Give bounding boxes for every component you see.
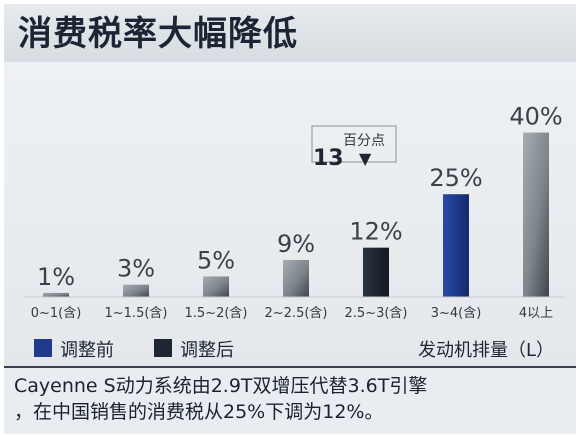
- x-axis-title: 发动机排量（L）: [418, 340, 554, 361]
- bar-6: [523, 132, 549, 297]
- bar-1: [123, 284, 149, 297]
- annotation-arrow-icon: ▼: [359, 149, 372, 168]
- annotation-unit: 百分点: [343, 133, 385, 149]
- legend-swatch-before: [34, 339, 52, 357]
- annotation-box: [311, 125, 397, 163]
- chart-title: 消费税率大幅降低: [18, 14, 298, 54]
- value-label-5: 25%: [429, 164, 482, 192]
- caption-line-2: ，在中国销售的消费税从25%下调为12%。: [14, 401, 384, 423]
- x-tick-label-3: 2~2.5(含): [265, 305, 328, 321]
- title-bar: 消费税率大幅降低: [4, 4, 576, 64]
- caption-line-1: Cayenne S动力系统由2.9T双增压代替3.6T引擎: [14, 375, 428, 397]
- x-tick-label-4: 2.5~3(含): [345, 305, 408, 321]
- legend: 调整前 调整后: [34, 339, 234, 361]
- x-tick-label-0: 0~1(含): [31, 305, 82, 321]
- x-tick-label-2: 1.5~2(含): [185, 305, 248, 321]
- legend-swatch-after: [154, 339, 172, 357]
- value-label-1: 3%: [117, 255, 155, 283]
- bar-chart: 0~1(含) 1~1.5(含) 1.5~2(含) 2~2.5(含) 2.5~3(含) 3~…: [24, 103, 564, 361]
- bar-3: [283, 260, 309, 297]
- bar-4: [363, 247, 389, 297]
- chart-area: 0~1(含) 1~1.5(含) 1.5~2(含) 2~2.5(含) 2.5~3(含) 3~…: [4, 62, 576, 366]
- caption-box: Cayenne S动力系统由2.9T双增压代替3.6T引擎 ，在中国销售的消费税…: [4, 366, 576, 434]
- bar-5: [443, 194, 469, 297]
- bar-2: [203, 276, 229, 297]
- legend-label-after: 调整后: [180, 340, 234, 361]
- x-tick-label-1: 1~1.5(含): [105, 305, 168, 321]
- value-label-3: 9%: [277, 230, 315, 258]
- x-tick-label-6: 4以上: [519, 306, 553, 321]
- bar-0: [43, 292, 69, 297]
- value-label-6: 40%: [509, 103, 562, 131]
- x-tick-label-5: 3~4(含): [431, 305, 482, 321]
- annotation-value: 13: [313, 146, 344, 171]
- value-label-4: 12%: [349, 218, 402, 246]
- value-label-2: 5%: [197, 246, 235, 274]
- reduction-annotation: 13 ▼ 百分点: [311, 125, 397, 171]
- value-label-0: 1%: [37, 263, 75, 291]
- legend-label-before: 调整前: [60, 340, 114, 361]
